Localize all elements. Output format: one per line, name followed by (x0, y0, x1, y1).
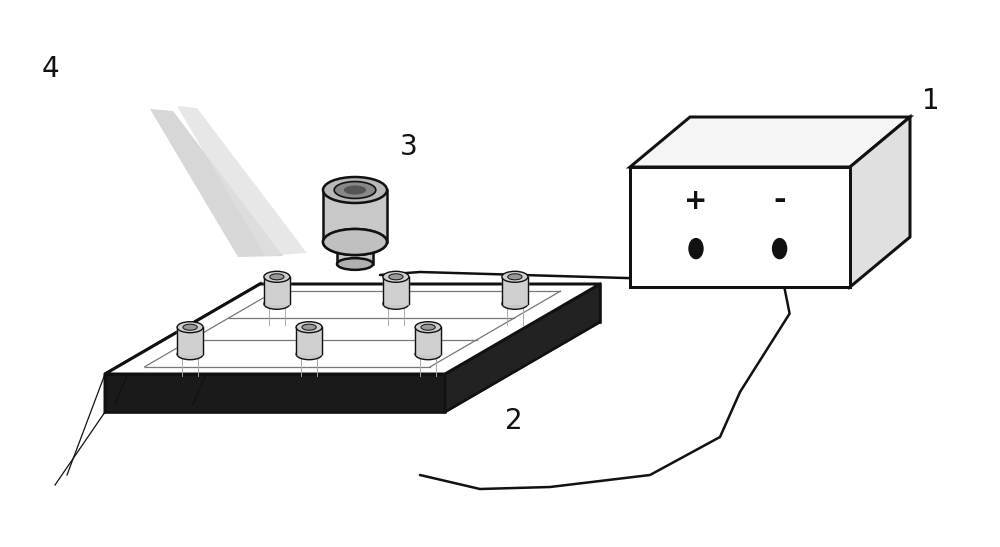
Text: 4: 4 (42, 55, 60, 83)
Ellipse shape (270, 274, 284, 280)
Text: +: + (684, 187, 708, 214)
Polygon shape (264, 277, 290, 304)
Polygon shape (105, 374, 445, 412)
Text: 1: 1 (922, 87, 940, 115)
Polygon shape (105, 284, 600, 374)
Ellipse shape (383, 271, 409, 282)
Polygon shape (383, 277, 409, 304)
Ellipse shape (302, 324, 316, 330)
Polygon shape (105, 284, 260, 412)
Polygon shape (260, 284, 600, 322)
Ellipse shape (296, 348, 322, 360)
Ellipse shape (264, 271, 290, 282)
Polygon shape (105, 322, 600, 412)
Ellipse shape (296, 322, 322, 333)
Polygon shape (296, 327, 322, 354)
Ellipse shape (264, 298, 290, 309)
Ellipse shape (334, 182, 376, 199)
Ellipse shape (383, 298, 409, 309)
Ellipse shape (421, 324, 435, 330)
Ellipse shape (177, 322, 203, 333)
Polygon shape (150, 109, 283, 257)
Ellipse shape (177, 348, 203, 360)
Polygon shape (630, 117, 910, 167)
Text: 3: 3 (400, 133, 418, 161)
Ellipse shape (183, 324, 197, 330)
Polygon shape (502, 277, 528, 304)
Ellipse shape (415, 348, 441, 360)
Ellipse shape (344, 185, 366, 195)
Ellipse shape (502, 271, 528, 282)
Polygon shape (850, 117, 910, 287)
Ellipse shape (323, 229, 387, 255)
Polygon shape (630, 167, 850, 287)
Ellipse shape (773, 238, 787, 259)
Text: -: - (773, 186, 786, 215)
Text: 2: 2 (505, 407, 523, 435)
Ellipse shape (508, 274, 522, 280)
Ellipse shape (337, 258, 373, 270)
Ellipse shape (415, 322, 441, 333)
Ellipse shape (323, 177, 387, 203)
Polygon shape (415, 327, 441, 354)
Polygon shape (337, 242, 373, 264)
Polygon shape (445, 284, 600, 412)
Polygon shape (323, 190, 387, 242)
Ellipse shape (689, 238, 703, 259)
Ellipse shape (389, 274, 403, 280)
Polygon shape (177, 327, 203, 354)
Ellipse shape (502, 298, 528, 309)
Ellipse shape (323, 229, 387, 255)
Polygon shape (177, 106, 307, 256)
